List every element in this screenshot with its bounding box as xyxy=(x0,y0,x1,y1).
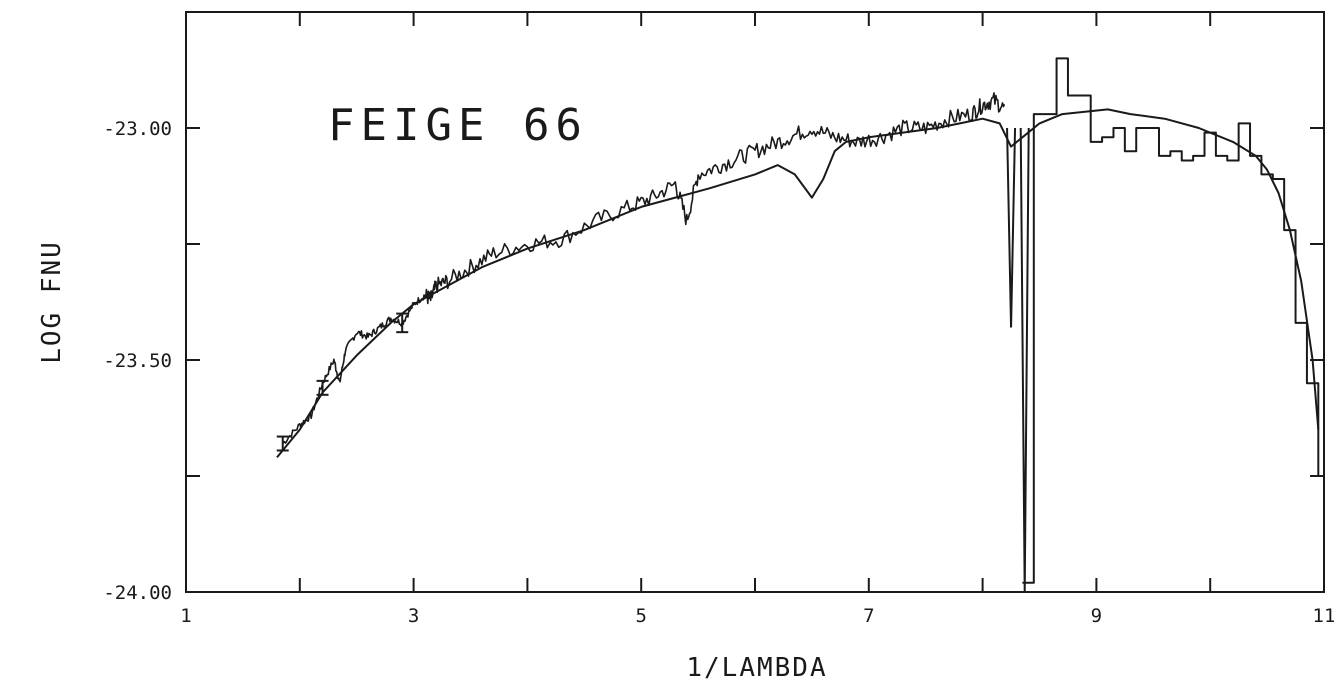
absorption-feature xyxy=(1019,127,1030,593)
y-tick-label: -23.50 xyxy=(103,350,172,372)
axis-ticks: 1 3 5 7 9 11 -23.00 -23.50 -24.00 xyxy=(103,12,1334,627)
x-tick-label: 1 xyxy=(180,605,191,627)
chart-title: FEIGE 66 xyxy=(328,100,588,151)
absorption-feature xyxy=(1006,127,1017,328)
y-tick-label: -23.00 xyxy=(103,118,172,140)
series-line xyxy=(1022,57,1320,584)
x-tick-label: 3 xyxy=(408,605,419,627)
y-tick-label: -24.00 xyxy=(103,582,172,604)
series-layer xyxy=(276,57,1320,593)
x-tick-label: 7 xyxy=(863,605,874,627)
series-line xyxy=(276,108,1320,459)
x-tick-label: 11 xyxy=(1313,605,1334,627)
error-bars xyxy=(276,312,409,452)
series-line xyxy=(282,92,1006,445)
x-axis-title: 1/LAMBDA xyxy=(686,653,827,683)
plot-frame xyxy=(185,11,1325,593)
x-tick-label: 5 xyxy=(635,605,646,627)
x-tick-label: 9 xyxy=(1091,605,1102,627)
y-axis-title: LOG FNU xyxy=(37,240,67,364)
